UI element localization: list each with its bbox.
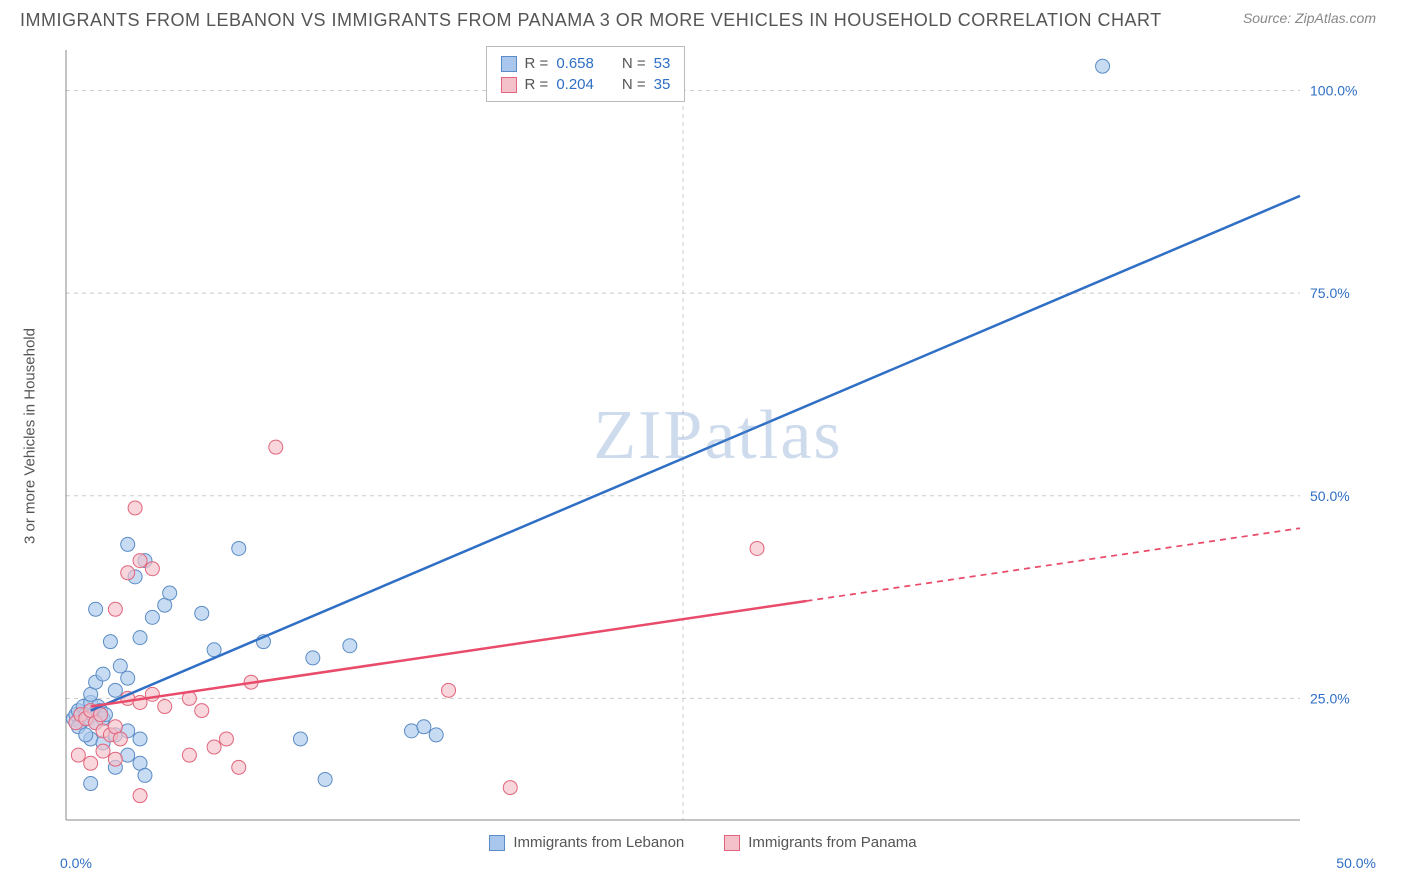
trend-line-dashed-panama xyxy=(806,528,1300,601)
scatter-point-panama xyxy=(207,740,221,754)
r-value: 0.658 xyxy=(556,55,594,72)
scatter-point-lebanon xyxy=(121,671,135,685)
scatter-point-lebanon xyxy=(103,635,117,649)
legend-item: Immigrants from Panama xyxy=(724,834,916,851)
scatter-point-lebanon xyxy=(145,610,159,624)
scatter-point-panama xyxy=(750,541,764,555)
y-axis-tick-label: 50.0% xyxy=(1310,488,1350,504)
scatter-point-lebanon xyxy=(121,537,135,551)
correlation-legend: R = 0.658 N = 53 R = 0.204 N = 35 xyxy=(486,46,686,102)
scatter-point-lebanon xyxy=(133,732,147,746)
scatter-point-lebanon xyxy=(89,602,103,616)
scatter-point-lebanon xyxy=(1096,59,1110,73)
scatter-point-panama xyxy=(84,756,98,770)
scatter-point-panama xyxy=(133,789,147,803)
scatter-point-lebanon xyxy=(195,606,209,620)
scatter-point-lebanon xyxy=(163,586,177,600)
scatter-chart: 25.0% 50.0% 75.0% 100.0% xyxy=(60,46,1370,826)
scatter-point-panama xyxy=(108,602,122,616)
scatter-point-lebanon xyxy=(417,720,431,734)
scatter-point-lebanon xyxy=(232,541,246,555)
legend-row: R = 0.658 N = 53 xyxy=(501,53,671,74)
scatter-point-panama xyxy=(108,752,122,766)
series-legend: Immigrants from Lebanon Immigrants from P… xyxy=(10,834,1396,851)
n-value: 53 xyxy=(654,55,671,72)
scatter-point-panama xyxy=(133,554,147,568)
scatter-point-lebanon xyxy=(84,777,98,791)
scatter-point-panama xyxy=(219,732,233,746)
scatter-point-lebanon xyxy=(113,659,127,673)
n-label: N = xyxy=(622,76,646,93)
scatter-point-panama xyxy=(182,748,196,762)
scatter-point-lebanon xyxy=(318,772,332,786)
scatter-point-lebanon xyxy=(79,728,93,742)
scatter-point-panama xyxy=(121,566,135,580)
scatter-point-panama xyxy=(128,501,142,515)
y-axis-tick-label: 25.0% xyxy=(1310,690,1350,706)
legend-item: Immigrants from Lebanon xyxy=(489,834,684,851)
scatter-point-lebanon xyxy=(343,639,357,653)
scatter-point-panama xyxy=(145,562,159,576)
n-label: N = xyxy=(622,55,646,72)
legend-label: Immigrants from Panama xyxy=(748,834,916,851)
y-axis-label: 3 or more Vehicles in Household xyxy=(22,328,39,544)
scatter-point-panama xyxy=(269,440,283,454)
y-axis-tick-label: 100.0% xyxy=(1310,83,1357,99)
scatter-point-panama xyxy=(71,748,85,762)
y-axis-tick-label: 75.0% xyxy=(1310,285,1350,301)
scatter-point-lebanon xyxy=(138,768,152,782)
scatter-point-panama xyxy=(113,732,127,746)
legend-swatch xyxy=(724,835,740,851)
r-value: 0.204 xyxy=(556,76,594,93)
source-attribution: Source: ZipAtlas.com xyxy=(1243,10,1376,26)
x-axis-tick-min: 0.0% xyxy=(60,855,92,871)
legend-swatch xyxy=(501,56,517,72)
legend-swatch xyxy=(501,77,517,93)
r-label: R = xyxy=(525,76,549,93)
scatter-point-lebanon xyxy=(96,667,110,681)
scatter-point-lebanon xyxy=(293,732,307,746)
legend-row: R = 0.204 N = 35 xyxy=(501,74,671,95)
scatter-point-lebanon xyxy=(108,683,122,697)
scatter-point-panama xyxy=(96,744,110,758)
legend-label: Immigrants from Lebanon xyxy=(513,834,684,851)
scatter-point-panama xyxy=(158,700,172,714)
chart-container: 3 or more Vehicles in Household ZIPatlas… xyxy=(60,46,1376,826)
scatter-point-lebanon xyxy=(306,651,320,665)
n-value: 35 xyxy=(654,76,671,93)
legend-swatch xyxy=(489,835,505,851)
chart-title: IMMIGRANTS FROM LEBANON VS IMMIGRANTS FR… xyxy=(20,10,1162,31)
scatter-point-lebanon xyxy=(133,631,147,645)
scatter-point-lebanon xyxy=(429,728,443,742)
scatter-point-panama xyxy=(195,704,209,718)
scatter-point-panama xyxy=(442,683,456,697)
scatter-point-panama xyxy=(503,781,517,795)
x-axis-tick-max: 50.0% xyxy=(1336,855,1376,871)
r-label: R = xyxy=(525,55,549,72)
scatter-point-panama xyxy=(232,760,246,774)
